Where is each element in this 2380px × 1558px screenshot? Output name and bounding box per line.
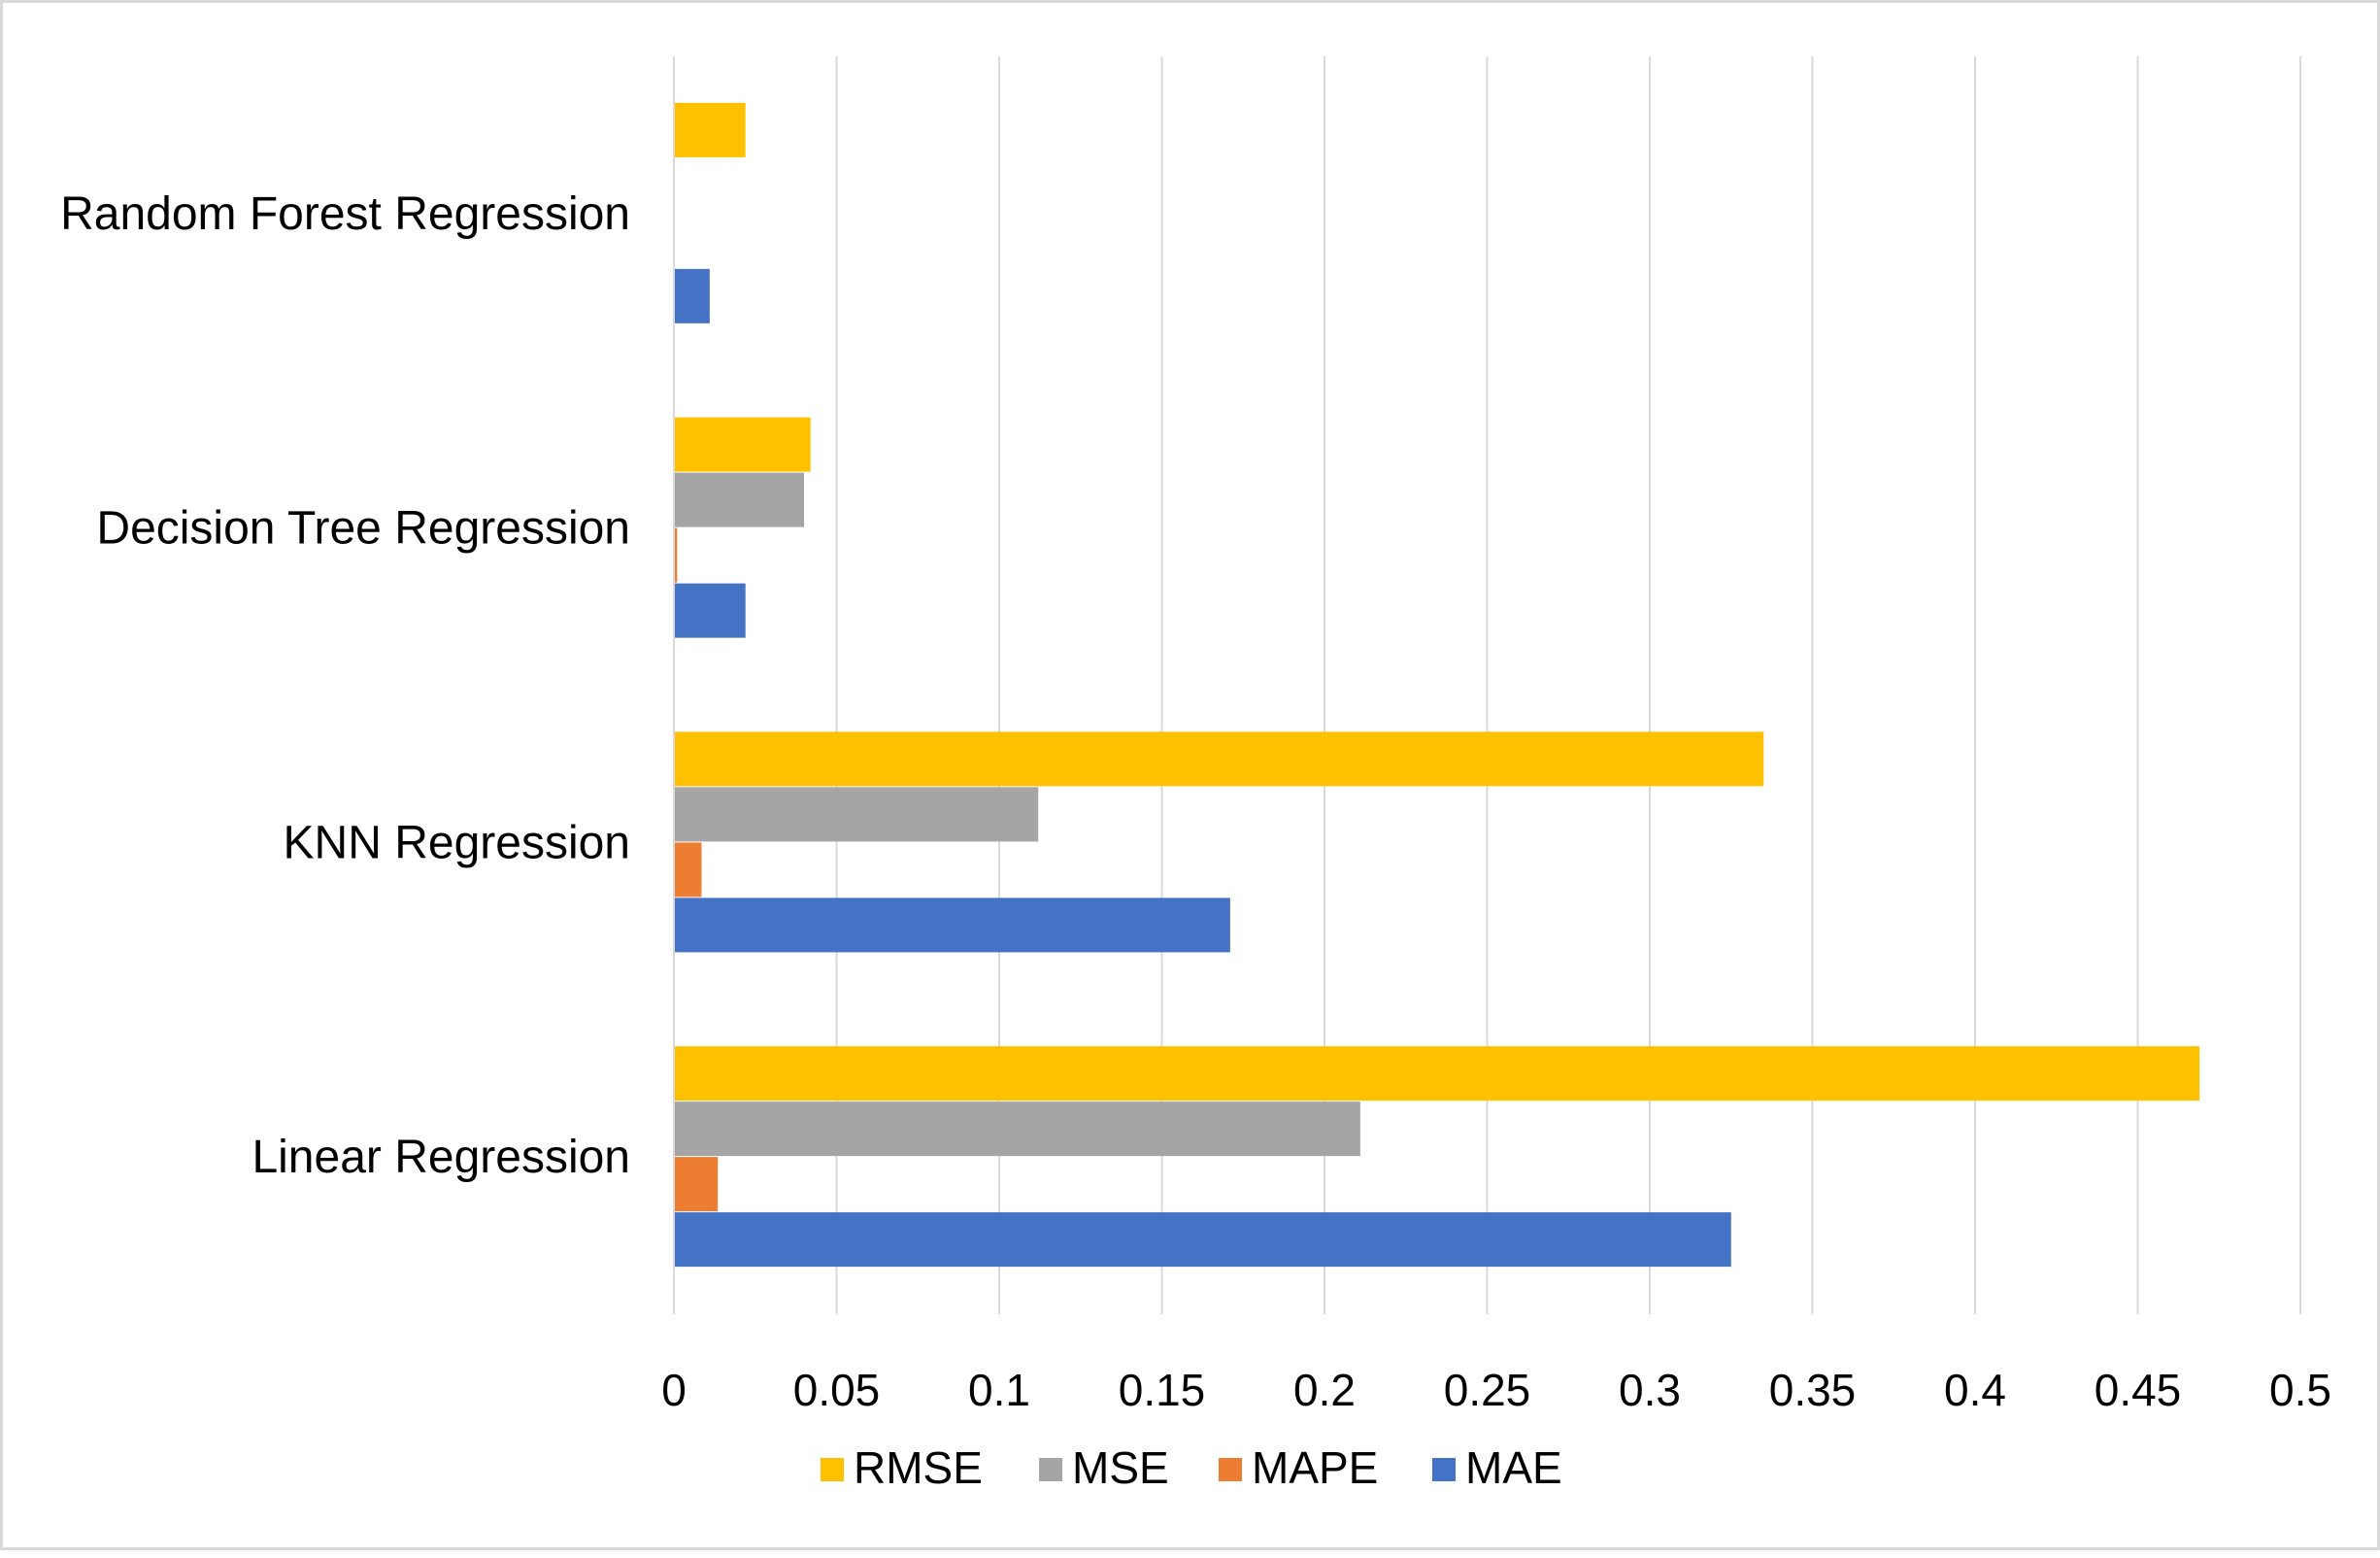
legend-swatch-mape bbox=[1219, 1458, 1242, 1481]
bar-mse-knn-regression bbox=[674, 787, 1039, 842]
gridlines bbox=[673, 56, 2301, 1314]
y-category-label: KNN Regression bbox=[284, 817, 630, 868]
bar-rmse-random-forest-regression bbox=[674, 102, 746, 157]
legend-swatch-mse bbox=[1039, 1458, 1062, 1481]
y-category-label: Decision Tree Regression bbox=[96, 503, 630, 555]
x-tick-label: 0.2 bbox=[1293, 1365, 1356, 1415]
y-category-label: Random Forest Regression bbox=[60, 188, 630, 240]
x-tick-label: 0.05 bbox=[793, 1365, 881, 1415]
bar-mape-linear-regression bbox=[674, 1157, 719, 1212]
legend-label-mape: MAPE bbox=[1252, 1442, 1378, 1493]
x-tick-label: 0 bbox=[661, 1365, 687, 1415]
legend: RMSE MSE MAPE MAE bbox=[821, 1442, 1562, 1493]
x-tick-label: 0.5 bbox=[2269, 1365, 2331, 1415]
bar-rmse-knn-regression bbox=[674, 731, 1764, 787]
legend-swatch-rmse bbox=[821, 1458, 844, 1481]
bars bbox=[674, 102, 2200, 1268]
axes: 0 0.05 0.1 0.15 0.2 0.25 0.3 0.35 0.4 0.45 0.5 Line… bbox=[60, 56, 2331, 1415]
bar-mse-linear-regression bbox=[674, 1101, 1360, 1157]
y-category-label: Linear Regression bbox=[251, 1132, 630, 1183]
x-tick-label: 0.3 bbox=[1619, 1365, 1681, 1415]
legend-swatch-mae bbox=[1432, 1458, 1456, 1481]
bar-chart: 0 0.05 0.1 0.15 0.2 0.25 0.3 0.35 0.4 0.45 0.5 Line… bbox=[60, 56, 2331, 1493]
x-tick-label: 0.4 bbox=[1944, 1365, 2006, 1415]
bar-mape-decision-tree-regression bbox=[674, 527, 678, 583]
bar-mape-knn-regression bbox=[674, 842, 702, 898]
x-tick-label: 0.1 bbox=[968, 1365, 1030, 1415]
x-tick-label: 0.15 bbox=[1119, 1365, 1206, 1415]
x-tick-label: 0.45 bbox=[2095, 1365, 2182, 1415]
bar-mae-knn-regression bbox=[674, 898, 1230, 953]
bar-rmse-linear-regression bbox=[674, 1046, 2200, 1101]
bar-rmse-decision-tree-regression bbox=[674, 417, 811, 472]
bar-mae-linear-regression bbox=[674, 1212, 1731, 1268]
bar-mse-decision-tree-regression bbox=[674, 472, 804, 527]
legend-label-rmse: RMSE bbox=[854, 1442, 983, 1493]
legend-label-mae: MAE bbox=[1465, 1442, 1562, 1493]
x-tick-label: 0.35 bbox=[1769, 1365, 1857, 1415]
bar-mae-decision-tree-regression bbox=[674, 583, 746, 638]
legend-label-mse: MSE bbox=[1072, 1442, 1169, 1493]
x-tick-label: 0.25 bbox=[1444, 1365, 1531, 1415]
bar-mae-random-forest-regression bbox=[674, 268, 710, 323]
